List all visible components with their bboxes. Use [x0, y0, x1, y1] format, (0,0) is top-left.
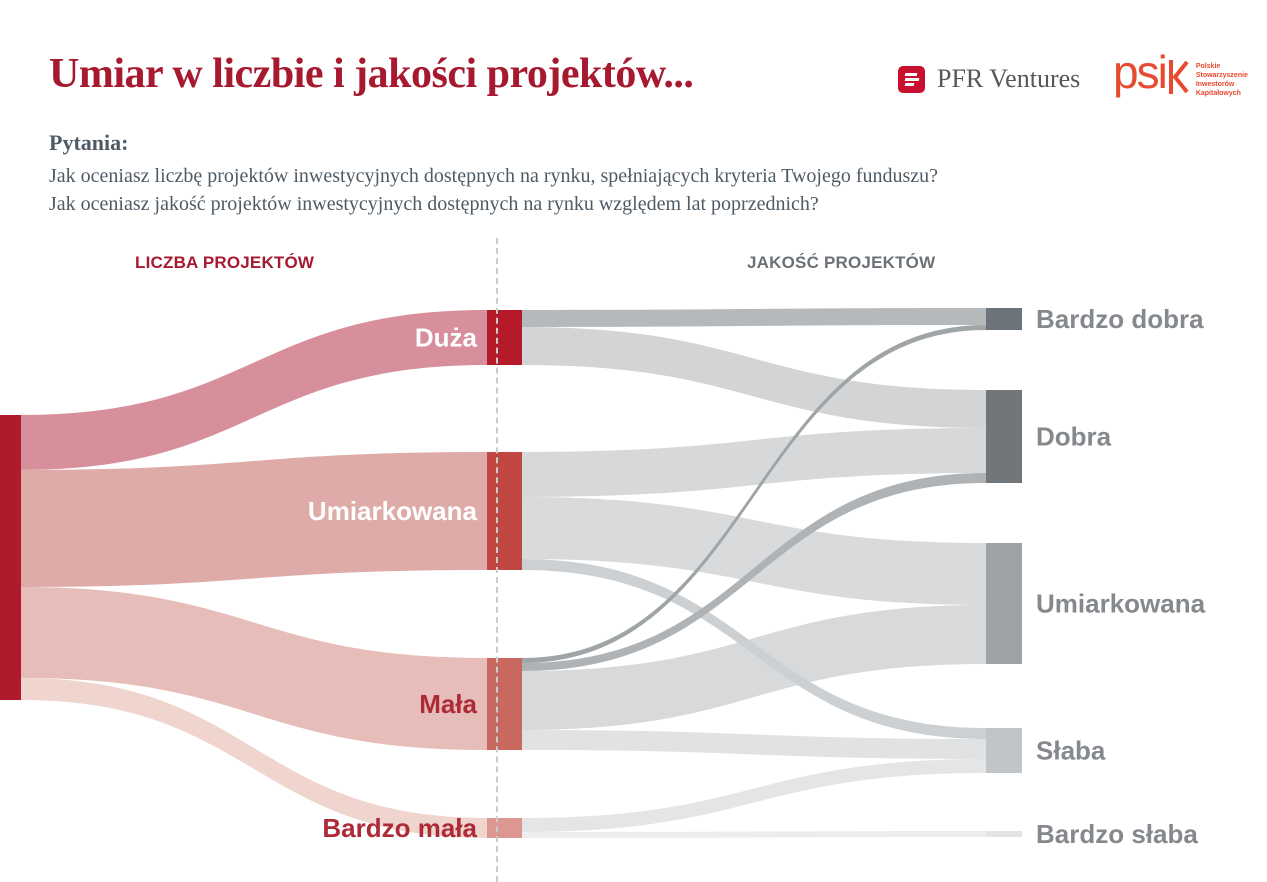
psik-tagline-line: Inwestorów	[1195, 81, 1235, 88]
sankey-link-umiarkowana_l-slaba	[522, 559, 986, 739]
psik-wordmark: psi	[1113, 46, 1168, 98]
sankey-node-label-umiarkowana_l: Umiarkowana	[308, 496, 478, 526]
pfr-icon-bar	[904, 72, 918, 76]
pfr-icon-bar	[904, 82, 915, 86]
pfr-ventures-logo: PFR Ventures	[898, 64, 1080, 94]
psik-logo: psi Polskie Stowarzyszenie Inwestorów Ka…	[1113, 46, 1248, 98]
sankey-link-source-duza	[21, 310, 487, 470]
sankey-link-umiarkowana_l-dobra	[522, 428, 986, 497]
sankey-link-mala-bardzo_dobra	[522, 325, 986, 663]
sankey-link-umiarkowana_l-umiarkowana_r	[522, 497, 986, 605]
sankey-node-bardzo_mala	[487, 818, 522, 838]
column-header-liczba: LICZBA PROJEKTÓW	[135, 253, 315, 272]
question-line-2: Jak oceniasz jakość projektów inwestycyj…	[49, 193, 819, 215]
sankey-node-bardzo_slaba	[986, 831, 1022, 837]
sankey-link-source-umiarkowana_l	[21, 452, 487, 587]
sankey-link-source-bardzo_mala	[21, 678, 487, 838]
sankey-node-slaba	[986, 728, 1022, 773]
questions-block: Pytania: Jak oceniasz liczbę projektów i…	[49, 130, 938, 218]
sankey-node-umiarkowana_l	[487, 452, 522, 570]
sankey-link-mala-umiarkowana_r	[522, 605, 986, 730]
psik-tagline: Polskie Stowarzyszenie Inwestorów Kapita…	[1196, 62, 1248, 98]
sankey-node-mala	[487, 658, 522, 750]
sankey-node-label-slaba: Słaba	[1036, 736, 1106, 766]
pfr-logo-text: PFR Ventures	[937, 64, 1081, 93]
sankey-link-mala-slaba	[522, 730, 986, 759]
question-line-1: Jak oceniasz liczbę projektów inwestycyj…	[49, 165, 939, 187]
sankey-node-bardzo_dobra	[986, 308, 1022, 330]
sankey-node-source	[0, 415, 21, 700]
sankey-node-duza	[487, 310, 522, 365]
sankey-link-mala-dobra	[522, 473, 986, 671]
sankey-node-label-bardzo_dobra: Bardzo dobra	[1036, 304, 1204, 334]
sankey-link-duza-dobra	[522, 327, 986, 428]
sankey-node-umiarkowana_r	[986, 543, 1022, 664]
page-title: Umiar w liczbie i jakości projektów...	[49, 51, 694, 97]
sankey-node-dobra	[986, 390, 1022, 483]
sankey-node-label-umiarkowana_r: Umiarkowana	[1036, 589, 1206, 619]
sankey-link-source-mala	[21, 587, 487, 750]
sankey-node-label-duza: Duża	[415, 323, 478, 353]
sankey-link-duza-bardzo_dobra	[522, 308, 986, 327]
sankey-link-bardzo_mala-slaba	[522, 759, 986, 832]
divider-dashed-line	[496, 238, 498, 882]
sankey-node-label-bardzo_mala: Bardzo mała	[322, 813, 477, 843]
psik-tagline-line: Stowarzyszenie	[1195, 72, 1248, 79]
sankey-node-label-dobra: Dobra	[1036, 422, 1112, 452]
pfr-icon-bar	[904, 77, 920, 81]
sankey-link-bardzo_mala-bardzo_slaba	[522, 831, 986, 838]
pfr-logo-icon	[898, 65, 925, 93]
sankey-node-label-bardzo_slaba: Bardzo słaba	[1036, 819, 1198, 849]
psik-k-icon	[1168, 60, 1189, 94]
psik-tagline-line: Polskie	[1195, 63, 1221, 70]
column-header-jakosc: JAKOŚĆ PROJEKTÓW	[747, 253, 936, 272]
questions-heading: Pytania:	[49, 130, 129, 155]
sankey-node-label-mala: Mała	[419, 689, 477, 719]
psik-tagline-line: Kapitałowych	[1195, 90, 1241, 97]
